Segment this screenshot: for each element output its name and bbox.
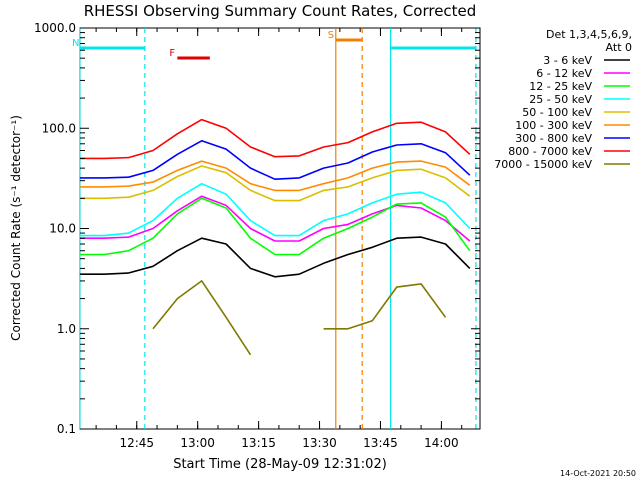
plot-frame [79, 27, 481, 430]
y-axis-label: Corrected Count Rate (s⁻¹ detector⁻¹) [9, 115, 23, 341]
x-axis: 12:45 13:00 13:15 13:30 13:45 14:00 [95, 28, 463, 450]
chart-title: RHESSI Observing Summary Count Rates, Co… [84, 2, 477, 20]
footer-timestamp: 14-Oct-2021 20:50 [560, 469, 636, 478]
plot-area [79, 27, 481, 430]
flag-label: F [169, 48, 175, 59]
legend-entry-label: 50 - 100 keV [522, 106, 592, 119]
legend-entry-label: 300 - 800 keV [515, 132, 592, 145]
x-tick-label: 13:00 [180, 436, 215, 450]
y-tick-label: 1.0 [57, 322, 76, 336]
legend-entry-label: 6 - 12 keV [536, 67, 592, 80]
series-line [79, 182, 471, 237]
series-line [79, 197, 471, 256]
legend-subtitle: Att 0 [606, 41, 632, 54]
x-tick-label: 14:00 [424, 436, 459, 450]
legend-entry-label: 800 - 7000 keV [508, 145, 592, 158]
legend-entry-label: 25 - 50 keV [529, 93, 592, 106]
legend-entry-label: 3 - 6 keV [543, 54, 592, 67]
y-axis: 0.1 1.0 10.0 100.0 1000.0 [34, 21, 480, 436]
flag-markers: N F S [72, 30, 476, 60]
x-axis-label: Start Time (28-May-09 12:31:02) [173, 457, 387, 472]
flag-label: N [72, 38, 79, 49]
series-line [323, 283, 447, 330]
series-line [79, 165, 471, 202]
flag-label: S [328, 30, 334, 41]
series-line [79, 236, 471, 278]
x-tick-label: 13:15 [241, 436, 276, 450]
series-line [79, 140, 471, 180]
y-tick-label: 100.0 [42, 121, 76, 135]
y-tick-label: 10.0 [49, 222, 76, 236]
legend-entry-label: 100 - 300 keV [515, 119, 592, 132]
series-line [152, 280, 252, 356]
x-tick-label: 13:45 [363, 436, 398, 450]
y-tick-label: 1000.0 [34, 21, 76, 35]
x-tick-label: 13:30 [302, 436, 337, 450]
series-line [79, 118, 471, 160]
series-lines [79, 118, 471, 356]
y-tick-label: 0.1 [57, 422, 76, 436]
legend-entry-label: 12 - 25 keV [529, 80, 592, 93]
series-line [79, 160, 471, 192]
x-tick-label: 12:45 [119, 436, 154, 450]
legend-title: Det 1,3,4,5,6,9, [546, 28, 632, 41]
legend-entry-label: 7000 - 15000 keV [494, 158, 592, 171]
series-line [79, 195, 471, 242]
